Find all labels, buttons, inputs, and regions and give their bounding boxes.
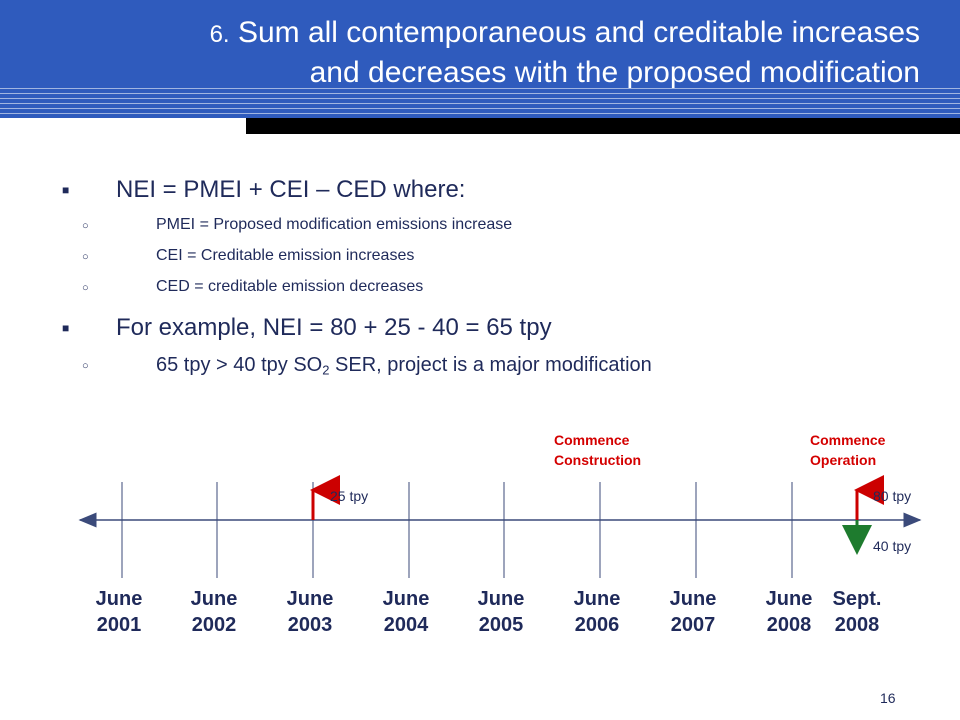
emission-label-2008-decrease: 40 tpy [873, 538, 912, 554]
date-month: June [573, 588, 621, 610]
date-label-june-2008: June 2008 [744, 586, 834, 638]
square-bullet-icon: ■ [62, 321, 70, 335]
ring-bullet-icon: ○ [82, 282, 89, 294]
date-label-june-2007: June 2007 [648, 586, 738, 638]
so2-text-after: SER, project is a major modification [329, 354, 652, 376]
date-year: 2005 [478, 614, 524, 636]
ring-bullet-icon: ○ [82, 220, 89, 232]
slide-title-line1: Sum all contemporaneous and creditable i… [237, 16, 920, 49]
date-label-june-2006: June 2006 [552, 586, 642, 638]
date-label-sept-2008: Sept. 2008 [812, 586, 902, 638]
date-label-june-2002: June 2002 [169, 586, 259, 638]
date-month: June [669, 588, 717, 610]
slide-title-line2: and decreases with the proposed modifica… [309, 56, 920, 89]
date-year: 2004 [383, 614, 429, 636]
subbullet-major-mod-text: 65 tpy > 40 tpy SO2 SER, project is a ma… [156, 354, 652, 377]
slide-title: 6. Sum all contemporaneous and creditabl… [40, 14, 920, 92]
date-label-june-2001: June 2001 [74, 586, 164, 638]
event-construction-line2: Construction [554, 452, 642, 468]
page-number: 16 [880, 690, 896, 706]
emission-label-2003: 25 tpy [330, 488, 369, 504]
event-commence-construction: Commence Construction [554, 430, 641, 470]
bullet-example-text: For example, NEI = 80 + 25 - 40 = 65 tpy [116, 314, 552, 341]
event-construction-line1: Commence [554, 432, 630, 448]
ring-bullet-icon: ○ [82, 251, 89, 263]
date-month: Sept. [832, 588, 882, 610]
ring-bullet-icon: ○ [82, 360, 89, 372]
date-month: June [765, 588, 813, 610]
year-ticks [121, 482, 793, 578]
date-month: June [286, 588, 334, 610]
event-operation-line1: Commence [810, 432, 886, 448]
date-year: 2008 [766, 614, 812, 636]
so2-text-before: 65 tpy > 40 tpy SO [156, 354, 323, 376]
date-label-june-2003: June 2003 [265, 586, 355, 638]
date-month: June [190, 588, 238, 610]
date-year: 2007 [670, 614, 716, 636]
so2-subscript: 2 [322, 362, 330, 378]
title-underline-bar [246, 118, 960, 134]
date-year: 2006 [574, 614, 620, 636]
event-commence-operation: Commence Operation [810, 430, 885, 470]
slide-title-number: 6. [209, 21, 230, 48]
emission-label-2008-increase: 80 tpy [873, 488, 912, 504]
date-year: 2008 [834, 614, 880, 636]
date-label-june-2005: June 2005 [456, 586, 546, 638]
event-operation-line2: Operation [810, 452, 877, 468]
date-year: 2003 [287, 614, 333, 636]
bullet-nei-text: NEI = PMEI + CEI – CED where: [116, 176, 466, 203]
square-bullet-icon: ■ [62, 183, 70, 197]
subbullet-cei-text: CEI = Creditable emission increases [156, 247, 415, 264]
date-month: June [95, 588, 143, 610]
date-label-june-2004: June 2004 [361, 586, 451, 638]
subbullet-pmei-text: PMEI = Proposed modification emissions i… [156, 216, 513, 233]
date-year: 2001 [96, 614, 142, 636]
date-month: June [382, 588, 430, 610]
banner-lines [0, 88, 960, 116]
subbullet-ced-text: CED = creditable emission decreases [156, 278, 424, 295]
date-month: June [477, 588, 525, 610]
title-banner: 6. Sum all contemporaneous and creditabl… [0, 0, 960, 118]
date-year: 2002 [191, 614, 237, 636]
